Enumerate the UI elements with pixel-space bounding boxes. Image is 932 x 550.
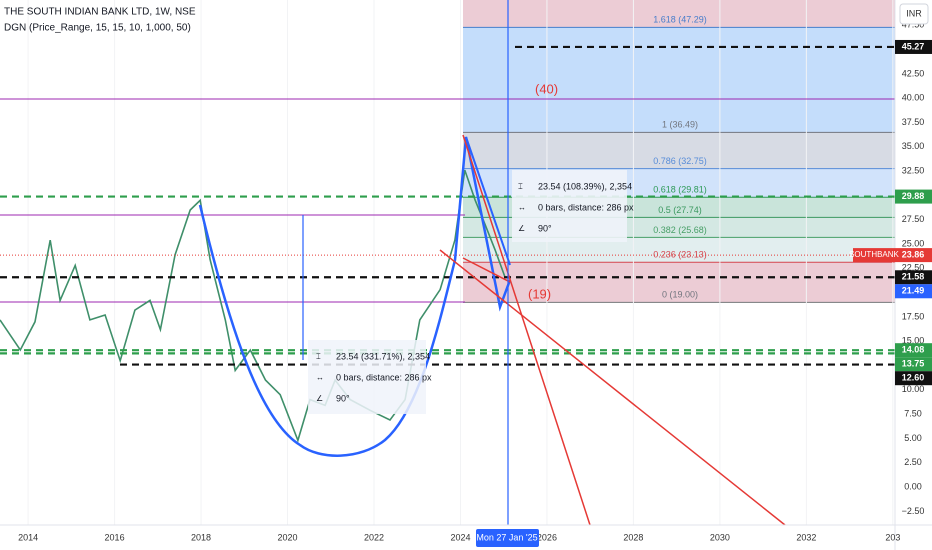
x-tick-label: 203 [885,532,900,542]
axes: −2.500.002.505.007.5010.0012.5015.0017.5… [18,20,924,543]
x-tick-label: 2026 [537,532,557,542]
y-tick-label: 27.50 [902,214,925,224]
y-tick-label: 37.50 [902,117,925,127]
fib-label: 0.236 (23.13) [653,250,707,260]
cursor-badge [476,529,539,547]
x-tick-label: 2018 [191,532,211,542]
measure-box [512,170,627,242]
fib-label: 0.5 (27.74) [658,205,702,215]
x-tick-label: 2030 [710,532,730,542]
annotation: (40) [535,81,558,96]
measure-texts: ⌶ 23.54 (108.39%), 2,354 ↔ 0 bars, distance… [316,181,634,403]
fib-label: 1.618 (47.29) [653,15,707,25]
y-tick-label: 10.00 [902,384,925,394]
cup-curve [198,136,512,457]
fib-top-zone [463,0,895,30]
price-badges: 45.2729.8823.86SOUTHBANK21.5821.4914.081… [849,39,932,386]
trend-line [439,249,786,526]
measure-icon: ⌶ [316,352,321,361]
price-badge [895,248,932,263]
price-badge [895,284,932,299]
price-badge [895,371,932,386]
x-tick-label: 2022 [364,532,384,542]
y-tick-label: 32.50 [902,165,925,175]
x-tick-label: 2016 [105,532,125,542]
chart-title: THE SOUTH INDIAN BANK LTD, 1W, NSE [4,7,196,18]
y-tick-label: 47.50 [902,20,925,30]
y-tick-label: 5.00 [904,433,922,443]
price-badge-label: 13.75 [902,359,925,369]
y-tick-label: 7.50 [904,409,922,419]
measure-box [308,340,426,414]
measure-icon: ∠ [316,394,323,403]
price-badge [895,189,932,204]
y-tick-label: 35.00 [902,141,925,151]
y-tick-label: 25.00 [902,238,925,248]
x-tick-label: 2032 [796,532,816,542]
trend-line [465,136,511,266]
price-badge [895,39,932,54]
measure-text: 90° [538,223,552,233]
fib-band [463,27,895,133]
y-tick-label: −2.50 [902,506,925,516]
price-badge [895,343,932,358]
fib-shade [463,0,895,303]
y-tick-label: 2.50 [904,457,922,467]
y-tick-label: 42.50 [902,68,925,78]
measure-icon: ⌶ [518,182,523,191]
grid [27,0,894,525]
measure-icon: ↔ [518,203,526,212]
x-tick-label: 2024 [450,532,470,542]
y-tick-label: 15.00 [902,336,925,346]
y-tick-label: 0.00 [904,481,922,491]
price-badge [895,270,932,285]
price-badge [895,357,932,372]
y-tick-label: 22.50 [902,263,925,273]
measure-text: 23.54 (331.71%), 2,354 [336,351,430,361]
measure-icon: ∠ [518,224,525,233]
trend-line [462,257,511,283]
price-badge-label: 14.08 [902,345,925,355]
price-line [0,169,506,443]
y-tick-label: 40.00 [902,93,925,103]
fib-label: 0.786 (32.75) [653,156,707,166]
price-badge-label: 21.58 [902,272,925,282]
x-tick-label: 2014 [18,532,38,542]
measure-text: 0 bars, distance: 286 px [336,372,432,382]
currency-box[interactable] [899,3,929,25]
measure-text: 0 bars, distance: 286 px [538,202,634,212]
x-tick-label: 2028 [623,532,643,542]
measure-icon: ↔ [316,373,324,382]
price-badge-label: 45.27 [902,41,925,51]
cursor-label: Mon 27 Jan '25 [476,532,537,542]
fib-retracement: 1.618 (47.29) 1 (36.49) 0.786 (32.75) 0.618… [463,0,895,303]
x-tick-label: 2020 [278,532,298,542]
measure-text: 90° [336,393,350,403]
currency[interactable]: INR [906,8,922,18]
symbol-badge [853,248,895,263]
price-badge-label: 12.60 [902,373,925,383]
fib-label: 1 (36.49) [662,120,698,130]
price-series [0,169,506,443]
symbol-label: SOUTHBANK [849,250,899,259]
fib-label: 0 (19.00) [662,290,698,300]
y-tick-label: 17.50 [902,311,925,321]
fib-label: 0.618 (29.81) [653,185,707,195]
price-badge-label: 23.86 [902,249,925,259]
fib-label: 0.382 (25.68) [653,225,707,235]
chart-subtitle: DGN (Price_Range, 15, 15, 10, 1,000, 50) [4,23,191,34]
trend-line [462,134,591,526]
fib-band [463,132,895,169]
price-badge-label: 21.49 [902,286,925,296]
fib-band [463,262,895,303]
measure-text: 23.54 (108.39%), 2,354 [538,181,632,191]
price-badge-label: 29.88 [902,191,925,201]
annotation: (19) [528,286,551,301]
